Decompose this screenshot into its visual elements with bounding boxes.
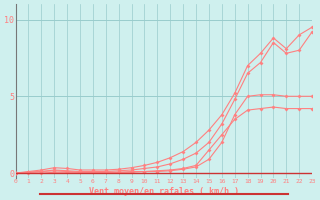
X-axis label: Vent moyen/en rafales ( km/h ): Vent moyen/en rafales ( km/h ) bbox=[89, 187, 239, 196]
